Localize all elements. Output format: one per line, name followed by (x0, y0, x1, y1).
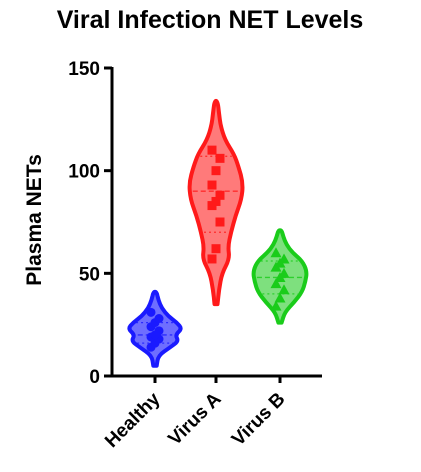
virus-b-point (274, 292, 286, 303)
chart-title: Viral Infection NET Levels (57, 6, 364, 34)
virus-a-point (211, 166, 221, 176)
violins (127, 98, 309, 368)
violin-virus-a (187, 98, 245, 307)
virus-a-point (215, 217, 225, 227)
y-tick-label: 150 (68, 59, 100, 80)
virus-a-point (211, 244, 221, 254)
healthy-point (154, 314, 164, 324)
virus-a-point (207, 254, 217, 264)
virus-a-point (207, 145, 217, 155)
violin-virus-b (251, 228, 309, 325)
y-tick-label: 0 (89, 367, 100, 388)
x-tick-label-virus-b: Virus B (228, 389, 290, 451)
virus-b-point (278, 253, 290, 264)
healthy-point (154, 326, 164, 336)
virus-b-point (270, 247, 282, 258)
y-axis-label: Plasma NETs (23, 154, 46, 286)
x-tick-label-virus-a: Virus A (164, 388, 225, 449)
virus-a-point (211, 196, 221, 206)
virus-b-point (278, 284, 290, 295)
healthy-point (146, 307, 156, 317)
virus-b-point (270, 300, 282, 311)
virus-b-point (278, 267, 290, 278)
violin-healthy (127, 289, 183, 368)
virus-a-point (215, 153, 225, 163)
virus-a-point (215, 190, 225, 200)
y-tick-label: 50 (79, 264, 100, 285)
y-tick-label: 100 (68, 162, 100, 183)
virus-b-point (270, 278, 282, 289)
x-tick-label-healthy: Healthy (101, 388, 165, 452)
virus-a-point (207, 180, 217, 190)
